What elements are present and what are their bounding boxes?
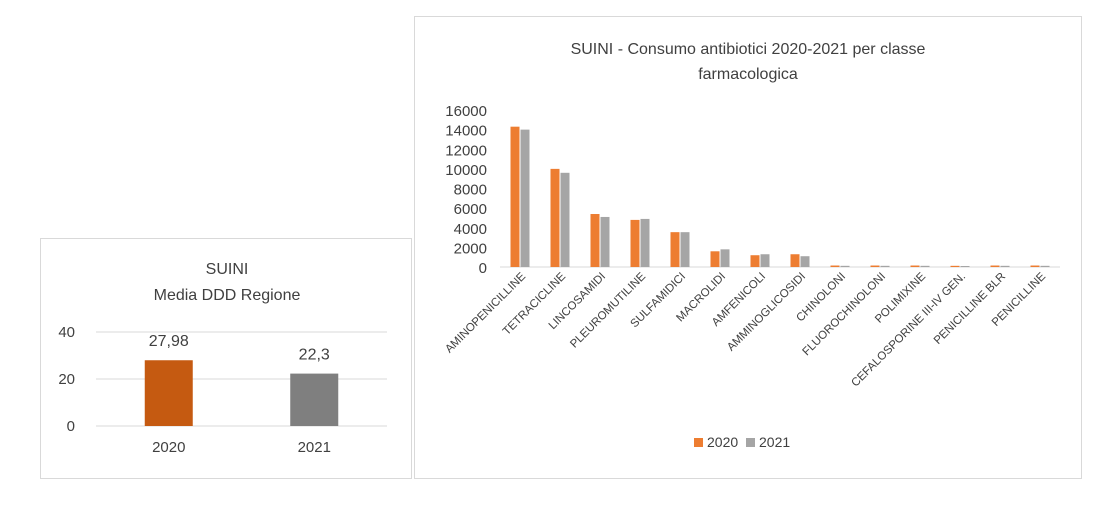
bar — [920, 265, 930, 267]
chart-subtitle: Media DDD Regione — [154, 287, 301, 304]
bar — [1030, 265, 1040, 267]
bar — [750, 255, 760, 267]
legend-label: 2021 — [759, 434, 790, 450]
legend-swatch — [746, 438, 755, 447]
bar — [1000, 265, 1010, 267]
bar — [840, 265, 850, 267]
y-tick-label: 20 — [58, 371, 75, 388]
y-tick-label: 14000 — [445, 123, 487, 140]
bar — [520, 129, 530, 267]
y-tick-label: 4000 — [454, 221, 487, 238]
bar — [990, 265, 1000, 267]
y-tick-label: 10000 — [445, 162, 487, 179]
legend-label: 2020 — [707, 434, 738, 450]
bar — [880, 265, 890, 267]
bar — [910, 265, 920, 267]
y-tick-label: 16000 — [445, 103, 487, 120]
bar — [1040, 265, 1050, 267]
x-tick-label: AMINOPENICILLINE — [443, 270, 528, 355]
bar — [590, 214, 600, 267]
data-label: 27,98 — [149, 333, 189, 350]
bar — [630, 219, 640, 267]
y-tick-label: 12000 — [445, 142, 487, 159]
bar — [790, 254, 800, 267]
y-tick-label: 40 — [58, 324, 75, 341]
chart-consumo-antibiotici-svg: SUINI - Consumo antibiotici 2020-2021 pe… — [443, 41, 1060, 450]
chart-title: SUINI - Consumo antibiotici 2020-2021 pe… — [571, 41, 926, 58]
bar — [680, 232, 690, 267]
bar — [950, 265, 960, 267]
y-tick-label: 2000 — [454, 240, 487, 257]
y-tick-label: 8000 — [454, 182, 487, 199]
bar — [510, 126, 520, 268]
bar — [830, 265, 840, 267]
chart-media-ddd-svg: SUINI Media DDD Regione 0 20 40 27,98 2020 22,3… — [58, 261, 387, 456]
x-tick-label: PLEUROMUTILINE — [568, 270, 648, 350]
chart-media-ddd: SUINI Media DDD Regione 0 20 40 27,98 2020 22,3… — [40, 238, 412, 479]
y-tick-label: 6000 — [454, 201, 487, 218]
bar — [670, 232, 680, 267]
bar — [550, 168, 560, 267]
legend-swatch — [694, 438, 703, 447]
chart-title: SUINI — [206, 261, 249, 278]
bar — [720, 249, 730, 267]
bar — [290, 373, 339, 426]
bar — [144, 360, 193, 426]
y-tick-label: 0 — [479, 260, 487, 277]
bar — [600, 216, 610, 267]
bar — [760, 254, 770, 267]
y-tick-label: 0 — [67, 418, 75, 435]
data-label: 22,3 — [299, 347, 330, 364]
chart-title: farmacologica — [698, 66, 798, 83]
bar — [560, 172, 570, 267]
bar — [870, 265, 880, 267]
x-tick-label: 2020 — [152, 439, 185, 456]
bar — [800, 256, 810, 267]
x-tick-label: AMMINOGLICOSIDI — [725, 271, 808, 354]
bar — [960, 266, 970, 267]
chart-consumo-antibiotici: SUINI - Consumo antibiotici 2020-2021 pe… — [414, 16, 1082, 479]
x-tick-label: 2021 — [298, 439, 331, 456]
bar — [710, 251, 720, 267]
x-tick-label: PENICILLINE BLR — [932, 271, 1008, 347]
bar — [640, 218, 650, 267]
